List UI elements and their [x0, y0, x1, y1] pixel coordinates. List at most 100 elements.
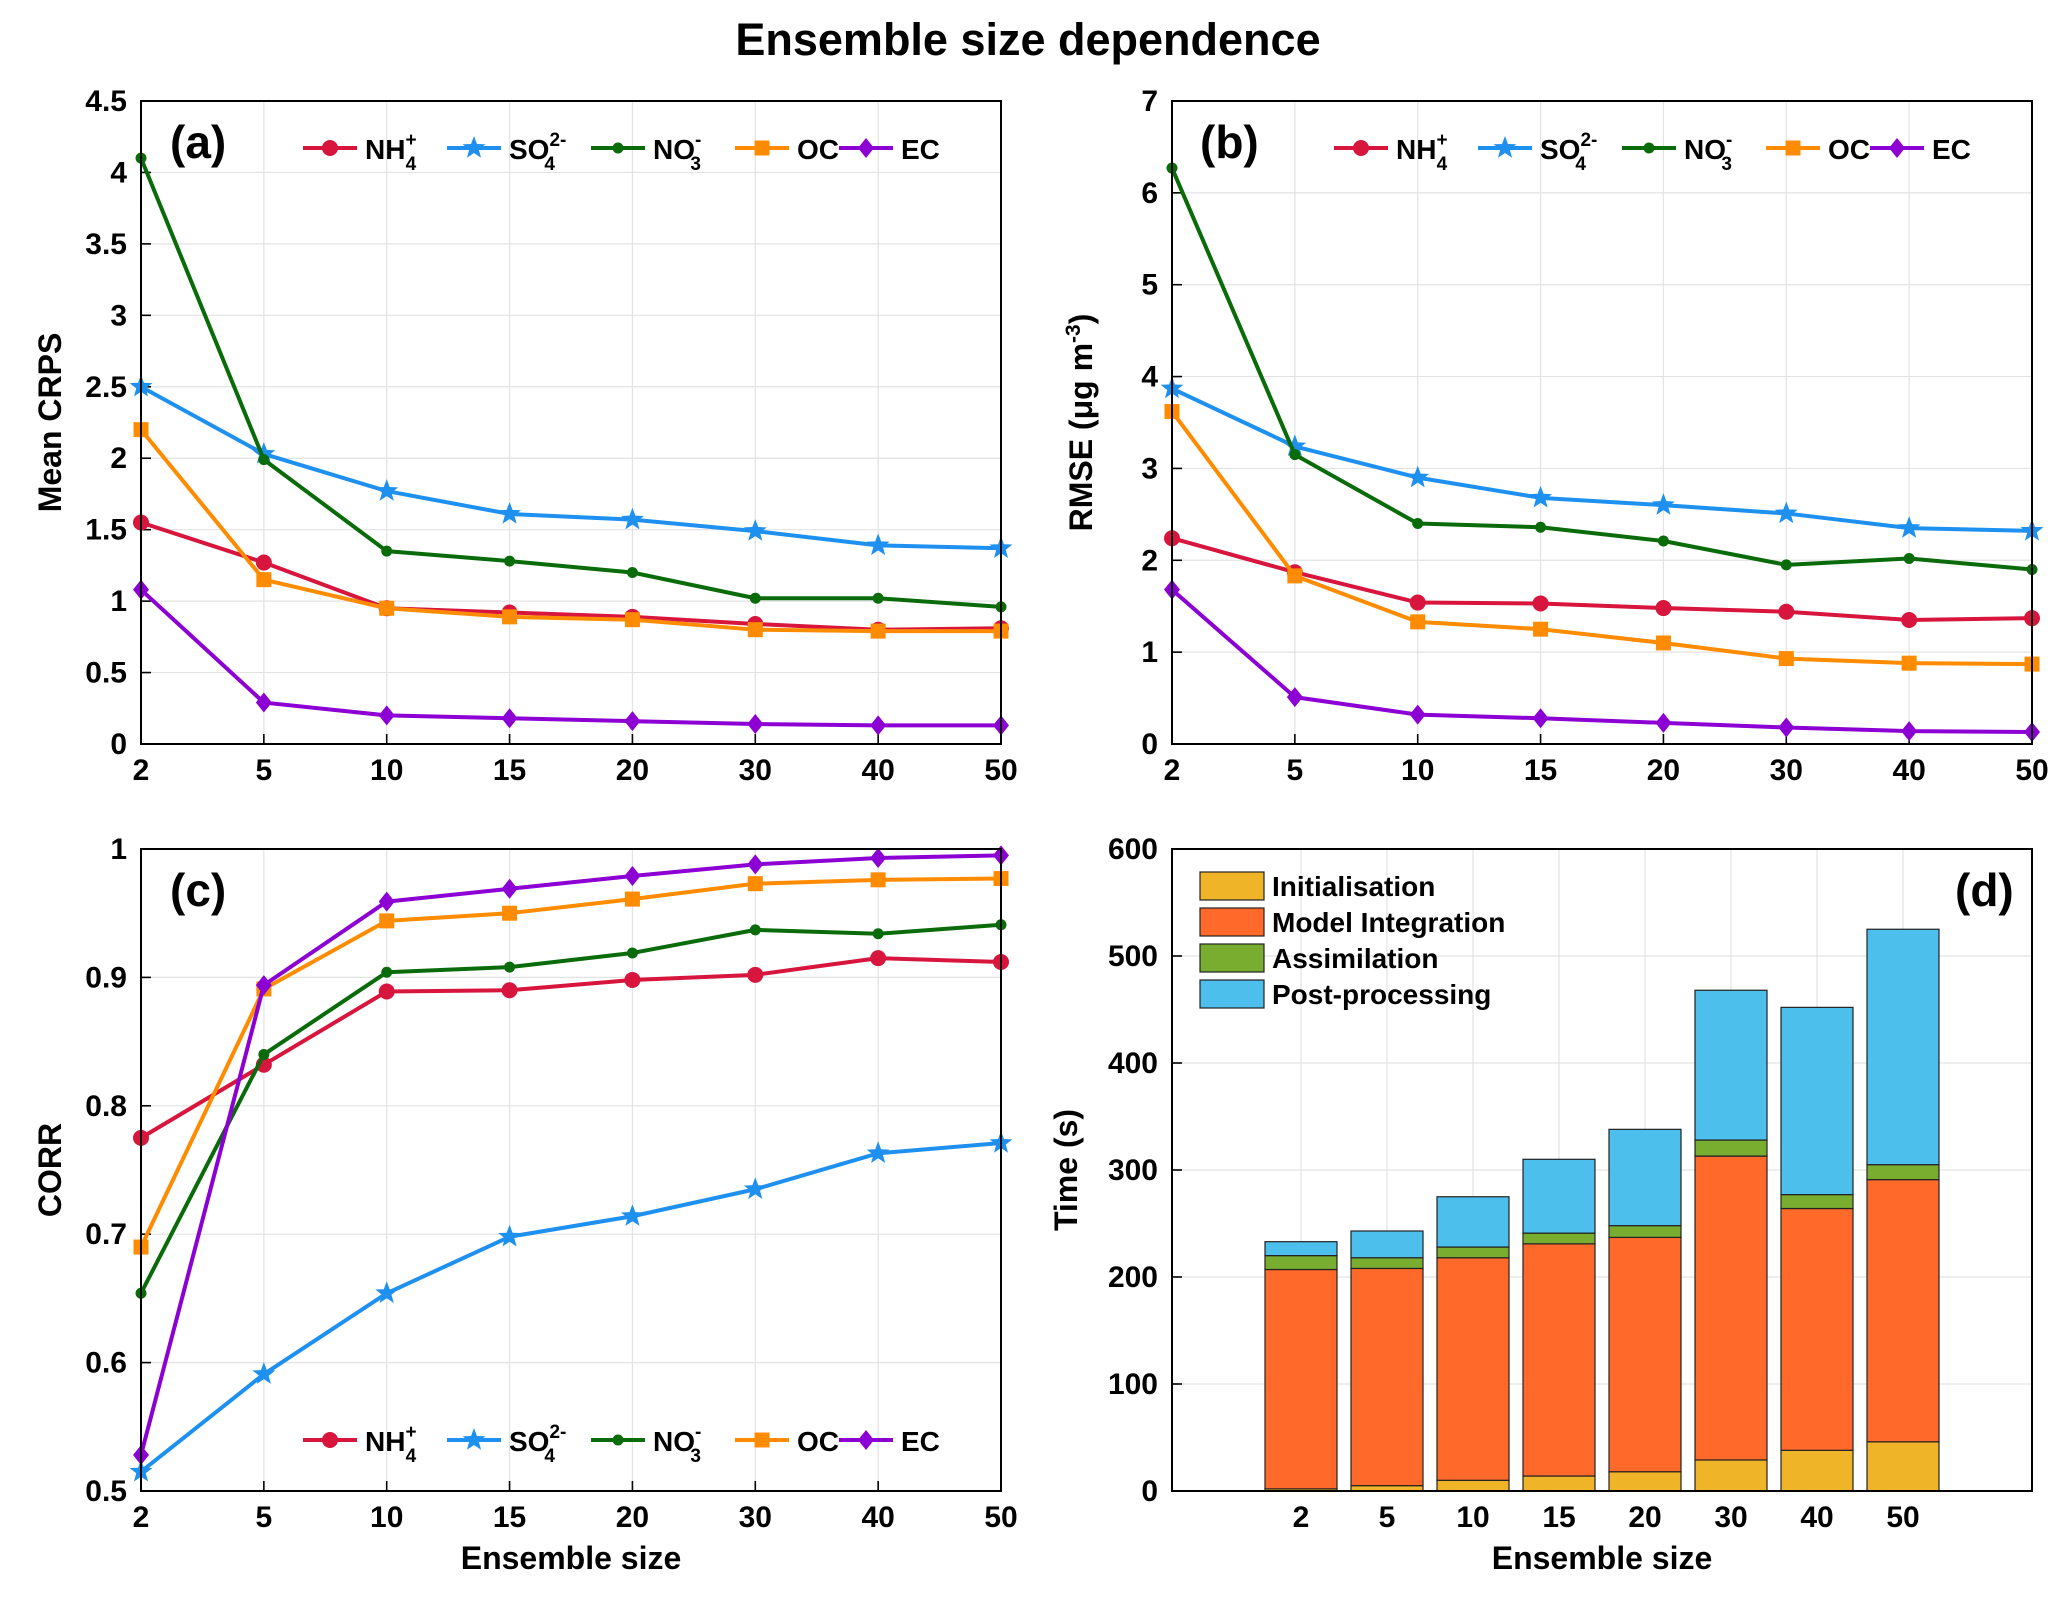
y-tick-label: 0.8 — [85, 1090, 127, 1123]
axes-frame — [140, 100, 1002, 745]
legend-label-base: EC — [901, 134, 940, 165]
y-tick-label: 0.5 — [85, 657, 127, 690]
y-tick-label: 3.5 — [85, 228, 127, 261]
y-tick-label: 6 — [1141, 177, 1158, 210]
y-tick-label: 1.5 — [85, 514, 127, 547]
bar-post-processing — [1866, 928, 1940, 1166]
y-tick-label: 4 — [110, 156, 127, 189]
data-point-no3 — [504, 961, 516, 973]
y-axis-label: CORR — [32, 1123, 68, 1217]
data-point-nh4 — [1655, 600, 1672, 617]
x-tick-label: 2 — [1293, 1501, 1310, 1534]
panel-d: 0 100 200 300 400 500 600 2 5 10 15 20 30 40 50 (d) Init… — [1048, 833, 2033, 1576]
y-tick-label: 600 — [1108, 833, 1158, 866]
x-tick-label: 20 — [1647, 754, 1680, 787]
series-line-oc — [139, 876, 1002, 1248]
legend-label-sub: 4 — [1575, 154, 1586, 175]
legend: NH+ 4 SO2-4 NO-3 OC EC — [1334, 130, 1971, 175]
legend: NH+ 4 SO2-4 NO-3 OC EC — [303, 1422, 940, 1467]
legend-marker — [754, 1432, 770, 1448]
legend-label-base: NO — [653, 134, 695, 165]
legend-entry-so4: SO2- 4 — [1478, 130, 1597, 175]
series-ec — [133, 845, 1009, 1466]
x-tick-label: 20 — [616, 1501, 649, 1534]
legend-label-base: OC — [1828, 134, 1870, 165]
legend-label-sup: 2- — [1580, 130, 1597, 151]
series-line-nh4 — [140, 520, 1002, 632]
x-tick-label: 50 — [984, 754, 1017, 787]
legend-entry-nh4: NH+ 4 — [303, 130, 417, 175]
data-point-oc — [747, 876, 763, 892]
data-point-oc — [502, 905, 518, 921]
legend-entry-ec: EC — [839, 134, 940, 165]
data-point-no3 — [626, 567, 638, 579]
panel-label: (b) — [1200, 116, 1259, 168]
series-line-so4 — [140, 385, 1002, 551]
data-point-no3 — [749, 592, 761, 604]
legend-label: NO- 3 — [1684, 130, 1732, 175]
legend-swatch — [1199, 907, 1265, 937]
data-point-ec — [378, 891, 395, 912]
bar-assimilation — [1694, 1139, 1768, 1157]
data-point-nh4 — [1901, 611, 1918, 628]
bar-initialisation — [1522, 1475, 1596, 1492]
series-no3 — [135, 919, 1007, 1299]
legend-label-base: NH — [365, 134, 405, 165]
panel-label: (a) — [170, 116, 226, 168]
data-point-no3 — [626, 947, 638, 959]
axes-frame — [1171, 100, 2033, 745]
bar-post-processing — [1608, 1128, 1682, 1227]
data-point-oc — [1533, 621, 1549, 637]
series-no3 — [1166, 162, 2038, 575]
legend-marker — [612, 142, 624, 154]
x-tick-label: 20 — [1628, 1501, 1661, 1534]
data-point-no3 — [258, 1048, 270, 1060]
data-point-so4 — [252, 1362, 276, 1384]
bar-stack-40 — [1780, 1006, 1854, 1492]
legend-entry-oc: OC — [735, 134, 839, 165]
data-point-ec — [870, 847, 887, 868]
bar-post-processing — [1694, 989, 1768, 1141]
data-point-so4 — [1283, 434, 1307, 457]
data-point-so4 — [621, 507, 644, 530]
bar-stack-50 — [1866, 928, 1940, 1492]
data-point-no3 — [749, 924, 761, 936]
data-point-ec — [501, 708, 518, 729]
legend-entry-assimilation: Assimilation — [1199, 943, 1438, 974]
legend-entry-no3: NO- 3 — [591, 1422, 701, 1467]
legend-label: SO2- 4 — [1540, 130, 1597, 175]
bar-assimilation — [1866, 1164, 1940, 1181]
data-point-no3 — [1903, 552, 1915, 564]
x-tick-label: 50 — [2015, 754, 2048, 787]
data-point-so4 — [1774, 501, 1798, 524]
bar-post-processing — [1350, 1230, 1424, 1259]
x-axis-label: Ensemble size — [1492, 1540, 1713, 1576]
bar-assimilation — [1522, 1232, 1596, 1245]
x-tick-label: 50 — [1886, 1501, 1919, 1534]
series-line-nh4 — [139, 956, 1002, 1140]
legend-label-base: SO — [509, 134, 549, 165]
legend-marker — [612, 1434, 624, 1446]
bar-assimilation — [1608, 1225, 1682, 1239]
x-tick-label: 40 — [861, 754, 894, 787]
data-point-no3 — [381, 966, 393, 978]
legend: Initialisation Model Integration Assimilat… — [1199, 871, 1505, 1010]
legend: NH+ 4 SO2-4 NO-3 OC EC — [303, 130, 940, 175]
y-axis-label-sup: -3 — [1062, 324, 1085, 343]
series-no3 — [135, 152, 1007, 613]
x-tick-label: 10 — [370, 754, 403, 787]
y-axis-label-end: ) — [1063, 314, 1099, 325]
bar-initialisation — [1608, 1471, 1682, 1492]
legend-entry-ec: EC — [839, 1426, 940, 1457]
y-tick-label: 0.6 — [85, 1347, 127, 1380]
figure-title: Ensemble size dependence — [735, 14, 1320, 65]
legend-label-base: SO — [1540, 134, 1580, 165]
series-oc — [133, 422, 1009, 639]
bar-initialisation — [1866, 1441, 1940, 1492]
x-tick-label: 30 — [1714, 1501, 1747, 1534]
data-point-nh4 — [1532, 595, 1549, 612]
data-point-oc — [747, 622, 763, 638]
series-line-ec — [139, 588, 1001, 728]
legend-label-sub: 3 — [690, 1446, 701, 1467]
bar-post-processing — [1436, 1196, 1510, 1248]
